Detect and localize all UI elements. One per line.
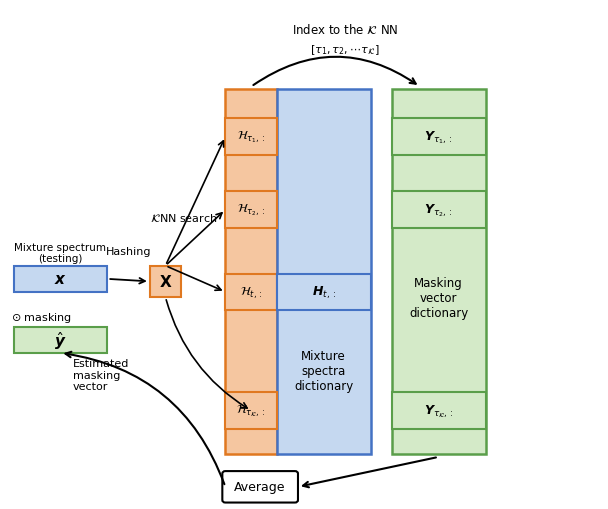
FancyBboxPatch shape (226, 392, 277, 429)
FancyBboxPatch shape (13, 327, 108, 353)
Text: Hashing: Hashing (106, 246, 151, 257)
FancyBboxPatch shape (226, 119, 277, 156)
Text: $\hat{\boldsymbol{y}}$: $\hat{\boldsymbol{y}}$ (54, 329, 67, 351)
Text: Estimated
masking
vector: Estimated masking vector (72, 358, 129, 391)
Text: Hashing: Hashing (243, 470, 289, 479)
FancyBboxPatch shape (150, 266, 181, 298)
Text: Mixture
spectra
dictionary: Mixture spectra dictionary (294, 349, 353, 392)
Text: $\odot$ masking: $\odot$ masking (10, 310, 72, 324)
FancyBboxPatch shape (226, 90, 277, 455)
Text: $\mathcal{H}_{\tau_1,:}$: $\mathcal{H}_{\tau_1,:}$ (237, 130, 265, 145)
Text: $\boldsymbol{H}_{t,:}$: $\boldsymbol{H}_{t,:}$ (312, 284, 336, 300)
Text: $\boldsymbol{Y}_{\tau_\mathcal{K},:}$: $\boldsymbol{Y}_{\tau_\mathcal{K},:}$ (424, 403, 454, 419)
Text: $[\tau_1, \tau_2, \cdots \tau_\mathcal{K}]$: $[\tau_1, \tau_2, \cdots \tau_\mathcal{K… (310, 43, 379, 57)
Text: $\boldsymbol{Y}_{\tau_1,:}$: $\boldsymbol{Y}_{\tau_1,:}$ (424, 129, 453, 146)
FancyBboxPatch shape (277, 90, 371, 455)
FancyBboxPatch shape (392, 192, 486, 229)
FancyBboxPatch shape (392, 119, 486, 156)
Text: Average: Average (235, 480, 286, 493)
FancyBboxPatch shape (223, 471, 298, 502)
FancyBboxPatch shape (392, 392, 486, 429)
Text: $\boldsymbol{x}$: $\boldsymbol{x}$ (54, 272, 67, 287)
Text: $\boldsymbol{Y}_{\tau_2,:}$: $\boldsymbol{Y}_{\tau_2,:}$ (424, 202, 453, 218)
FancyBboxPatch shape (277, 274, 371, 310)
Text: Index to the $\mathcal{K}$ NN: Index to the $\mathcal{K}$ NN (292, 23, 398, 37)
Text: $\mathcal{H}_{t,:}$: $\mathcal{H}_{t,:}$ (240, 285, 263, 300)
Text: Masking
vector
dictionary: Masking vector dictionary (409, 276, 468, 319)
Text: Mixture spectrum
(testing): Mixture spectrum (testing) (15, 242, 106, 264)
FancyBboxPatch shape (226, 274, 277, 310)
FancyBboxPatch shape (226, 192, 277, 229)
FancyBboxPatch shape (392, 90, 486, 455)
Text: $\mathcal{H}_{\tau_\mathcal{K},:}$: $\mathcal{H}_{\tau_\mathcal{K},:}$ (237, 403, 266, 418)
Text: $\mathcal{K}$NN search: $\mathcal{K}$NN search (150, 212, 217, 223)
Text: $\mathbf{X}$: $\mathbf{X}$ (159, 274, 172, 290)
Text: $\mathcal{H}_{\tau_2,:}$: $\mathcal{H}_{\tau_2,:}$ (237, 203, 265, 218)
FancyBboxPatch shape (13, 266, 108, 293)
